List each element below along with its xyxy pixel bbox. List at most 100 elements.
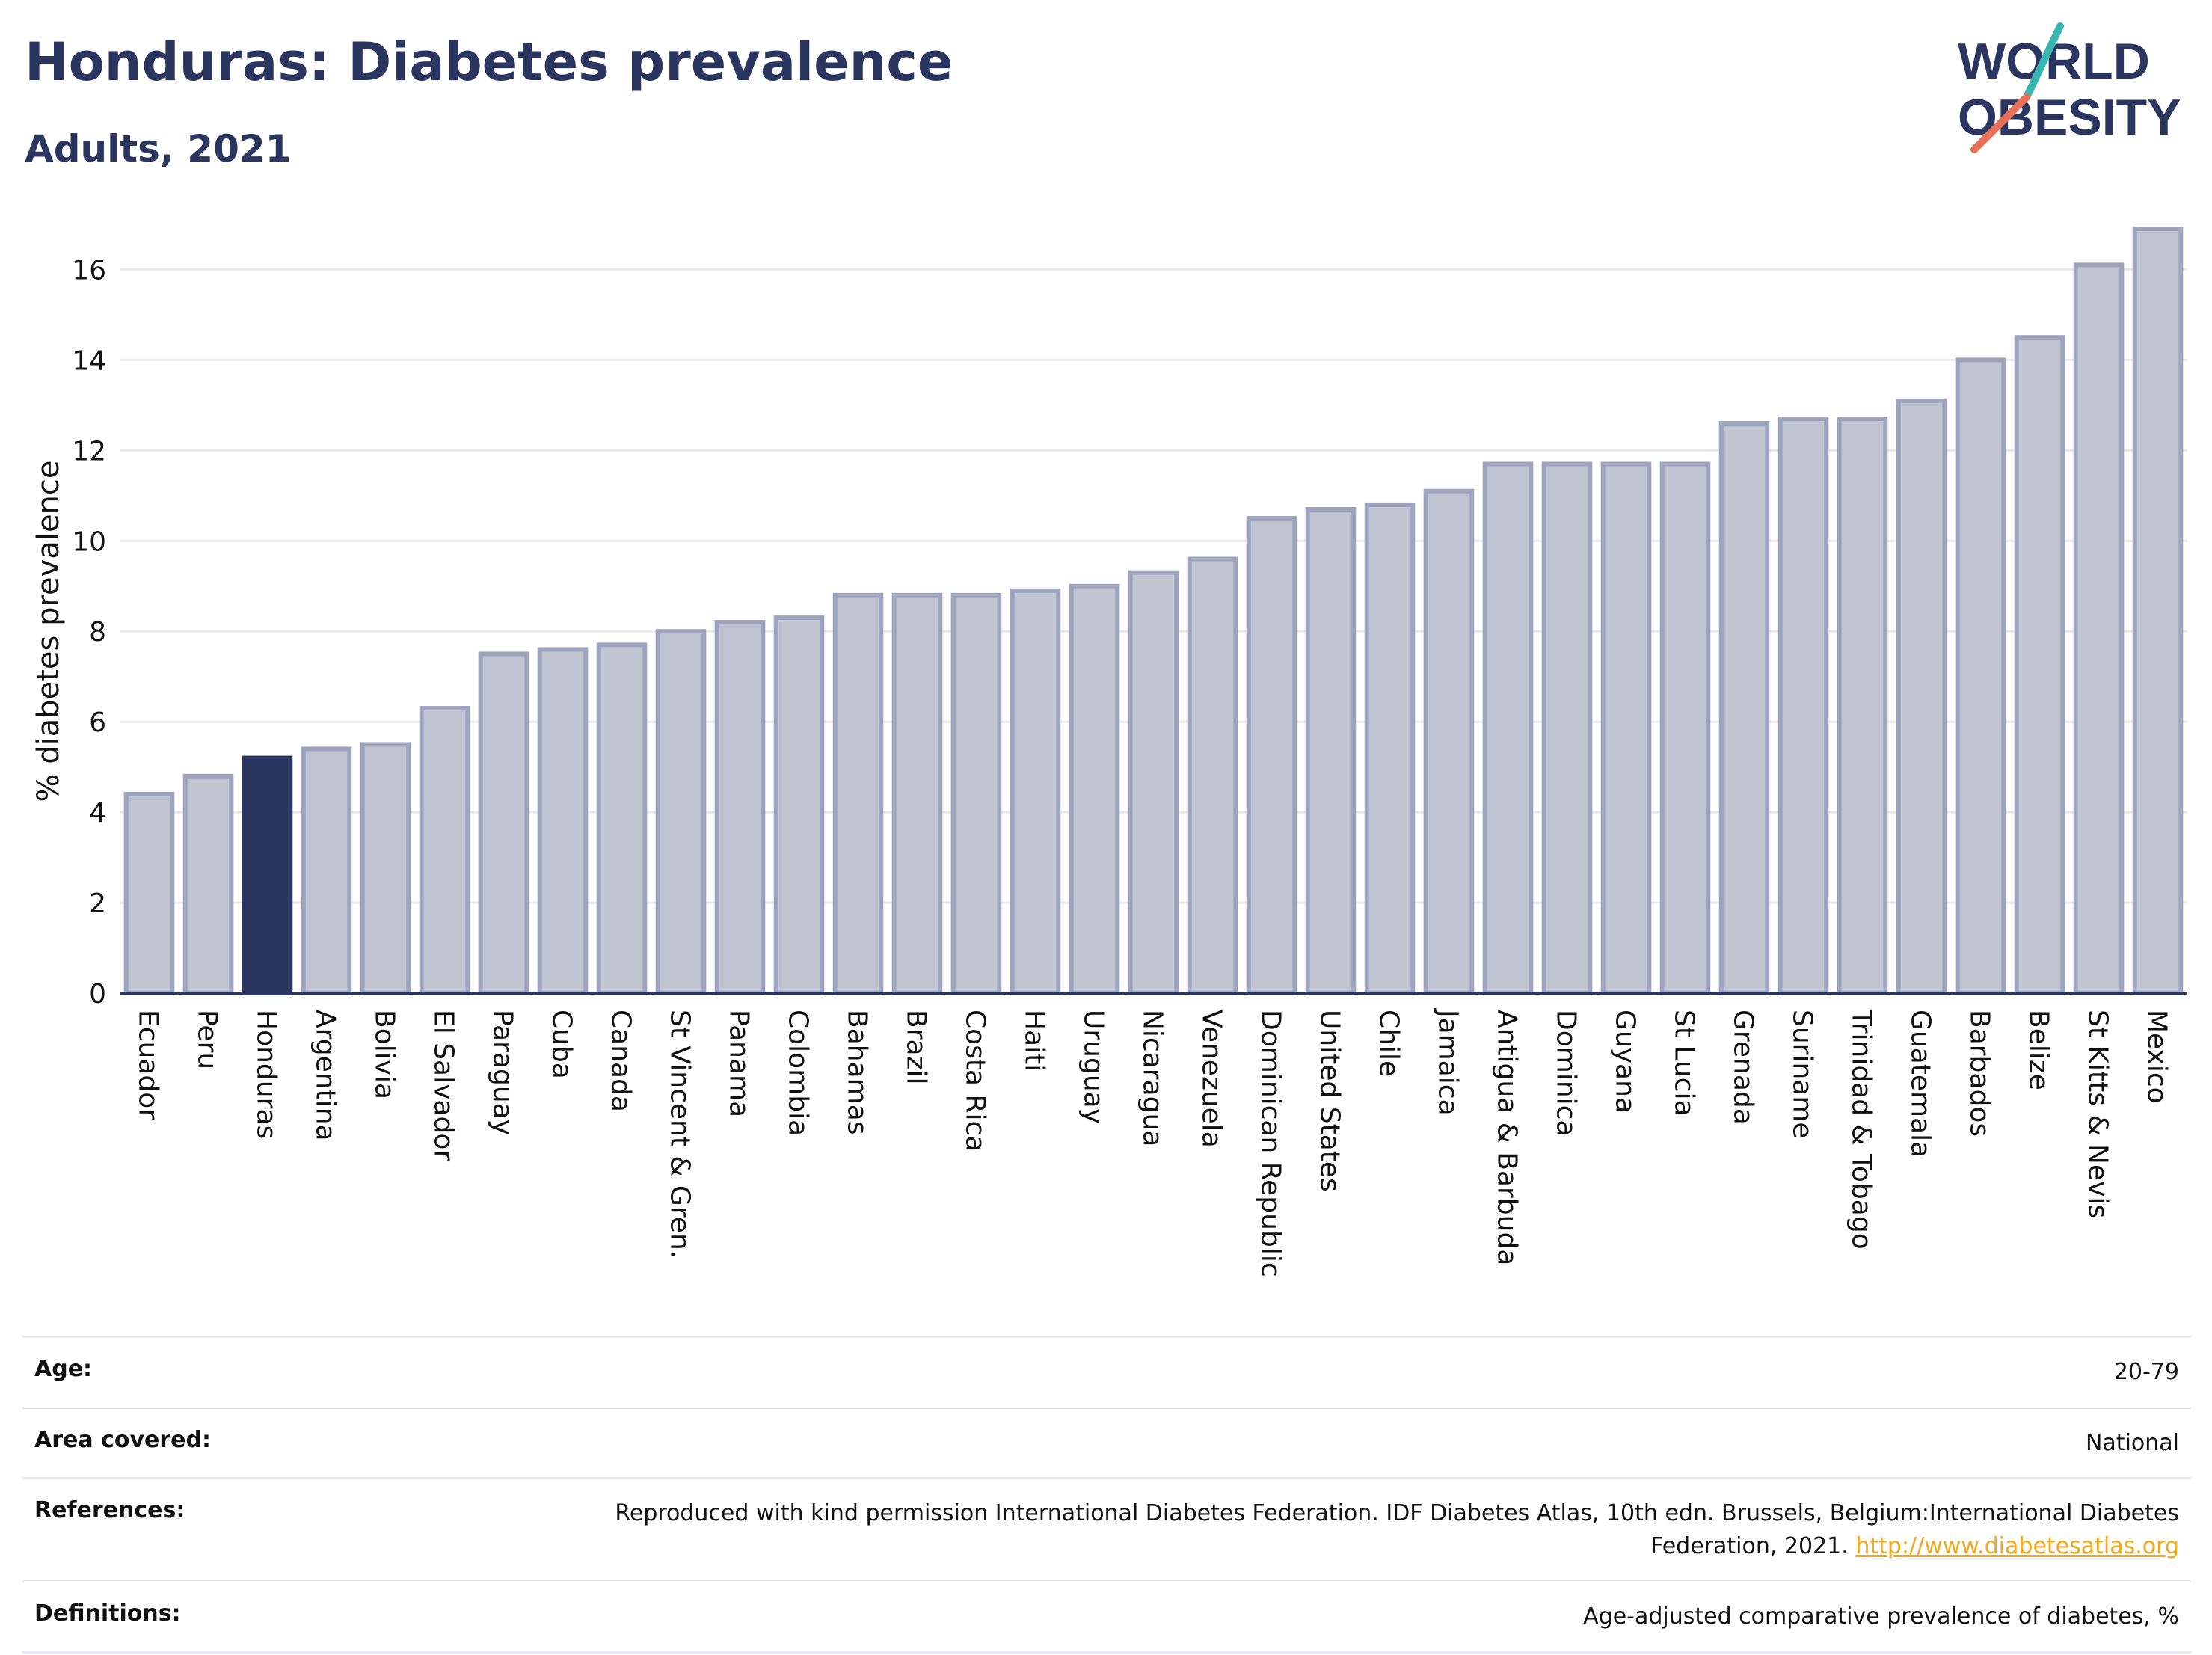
bar-guatemala	[1896, 398, 1947, 995]
bar-bahamas	[832, 592, 884, 995]
bar-panama	[714, 620, 766, 995]
x-tick-label: Dominica	[1551, 1010, 1582, 1137]
bar-chile	[1364, 502, 1416, 995]
info-label: Area covered:	[34, 1426, 211, 1453]
x-tick-label: Guatemala	[1905, 1010, 1936, 1158]
x-tick-label: Colombia	[783, 1010, 814, 1136]
x-tick-label: Bolivia	[369, 1010, 400, 1099]
bar-belize	[2014, 335, 2065, 996]
chart-title: Honduras: Diabetes prevalence	[25, 31, 953, 93]
bar-haiti	[1010, 588, 1061, 995]
info-value: 20-79	[2113, 1359, 2179, 1385]
y-tick-label: 12	[72, 436, 106, 467]
bar-st-lucia	[1659, 461, 1711, 995]
x-tick-label: Brazil	[901, 1010, 932, 1084]
x-tick-label: Antigua & Barbuda	[1492, 1010, 1523, 1265]
x-tick-label: Belize	[2024, 1010, 2054, 1090]
bar-dominican-republic	[1246, 516, 1297, 995]
x-tick-label: Ecuador	[133, 1010, 164, 1120]
x-tick-labels: Ecuador Peru Honduras Argentina Bolivia El Sa…	[133, 1008, 2172, 1277]
bar-peru	[182, 773, 234, 996]
x-tick-label: St Lucia	[1669, 1010, 1700, 1117]
bar-canada	[596, 642, 648, 995]
x-tick-label: Panama	[724, 1010, 755, 1117]
bar-brazil	[891, 592, 943, 995]
x-tick-label: United States	[1315, 1010, 1345, 1192]
x-tick-label: Venezuela	[1196, 1010, 1227, 1148]
bar-argentina	[301, 746, 352, 995]
bar-ecuador	[123, 791, 175, 996]
y-tick-label: 4	[89, 798, 106, 829]
bar-paraguay	[478, 651, 529, 995]
x-tick-label: Honduras	[251, 1010, 282, 1139]
x-tick-label: Argentina	[310, 1010, 341, 1141]
bar-chart: Ecuador Peru Honduras Argentina Bolivia El Sa…	[31, 227, 2187, 1277]
x-tick-label: Haiti	[1019, 1010, 1050, 1072]
bar-uruguay	[1069, 583, 1120, 995]
x-tick-label: Peru	[192, 1010, 223, 1069]
bar-barbados	[1955, 357, 2006, 996]
bar-st-vincent-gren-	[655, 629, 707, 995]
bar-el-salvador	[419, 706, 470, 995]
y-tick-label: 16	[72, 255, 106, 286]
references-text: Reproduced with kind permission Internat…	[615, 1500, 2179, 1559]
chart-subtitle: Adults, 2021	[25, 127, 292, 171]
bar-trinidad-tobago	[1837, 417, 1888, 995]
bar-guyana	[1600, 461, 1652, 995]
y-tick-label: 14	[72, 346, 106, 376]
info-row-references: References: Reproduced with kind permiss…	[22, 1477, 2191, 1580]
logo-slash-bottom	[1970, 93, 2030, 153]
x-tick-label: Cuba	[547, 1010, 577, 1079]
x-tick-label: Barbados	[1964, 1010, 1995, 1137]
y-tick-labels: 0 2 4 6 8 10 12 14 16	[72, 255, 106, 1010]
y-axis-label: % diabetes prevalence	[31, 460, 66, 802]
info-row-age: Age: 20-79	[22, 1336, 2191, 1407]
bar-costa-rica	[950, 592, 1002, 995]
bar-bolivia	[360, 742, 411, 995]
bar-antigua-barbuda	[1482, 461, 1534, 995]
bar-grenada	[1718, 421, 1770, 995]
y-tick-label: 6	[89, 707, 106, 738]
bar-venezuela	[1187, 556, 1238, 995]
x-tick-label: Suriname	[1787, 1010, 1818, 1139]
bar-honduras	[242, 755, 293, 995]
x-tick-label: St Kitts & Nevis	[2083, 1010, 2113, 1218]
logo-slash-top	[2023, 22, 2064, 101]
bar-cuba	[537, 647, 589, 995]
x-tick-label: Mexico	[2142, 1010, 2172, 1104]
y-tick-label: 10	[72, 526, 106, 557]
info-row-definitions: Definitions: Age-adjusted comparative pr…	[22, 1580, 2191, 1654]
info-value: National	[2085, 1429, 2179, 1456]
x-tick-label: Canada	[606, 1010, 636, 1112]
logo-text-obesity: OBESITY	[1958, 89, 2181, 146]
bar-jamaica	[1423, 488, 1475, 995]
x-tick-label: Uruguay	[1078, 1010, 1109, 1124]
x-tick-label: Bahamas	[842, 1010, 873, 1135]
info-label: Age:	[34, 1356, 93, 1382]
info-row-area: Area covered: National	[22, 1406, 2191, 1478]
info-label: Definitions:	[34, 1600, 181, 1627]
bar-colombia	[773, 615, 825, 995]
bar-suriname	[1778, 417, 1829, 995]
world-obesity-logo: WORLD OBESITY	[1958, 22, 2181, 153]
x-tick-label: St Vincent & Gren.	[665, 1010, 695, 1259]
x-tick-label: Dominican Republic	[1256, 1010, 1286, 1277]
y-tick-label: 8	[89, 617, 106, 648]
y-tick-label: 0	[89, 979, 106, 1010]
bar-st-kitts-nevis	[2073, 262, 2125, 995]
bar-dominica	[1541, 461, 1593, 995]
references-link[interactable]: http://www.diabetesatlas.org	[1855, 1532, 2179, 1559]
y-tick-label: 2	[89, 888, 106, 919]
bar-mexico	[2132, 227, 2184, 995]
info-table: Age: 20-79 Area covered: National Refere…	[22, 1336, 2191, 1654]
info-value-references: Reproduced with kind permission Internat…	[534, 1497, 2179, 1562]
x-tick-label: Grenada	[1728, 1010, 1759, 1125]
x-tick-label: Jamaica	[1433, 1008, 1463, 1116]
info-value: Age-adjusted comparative prevalence of d…	[1583, 1603, 2179, 1630]
x-tick-label: Guyana	[1610, 1010, 1641, 1114]
info-label: References:	[34, 1497, 185, 1523]
x-tick-label: El Salvador	[428, 1010, 459, 1161]
x-tick-label: Paraguay	[488, 1010, 518, 1135]
bar-nicaragua	[1128, 570, 1179, 995]
x-tick-label: Trinidad & Tobago	[1846, 1009, 1877, 1250]
